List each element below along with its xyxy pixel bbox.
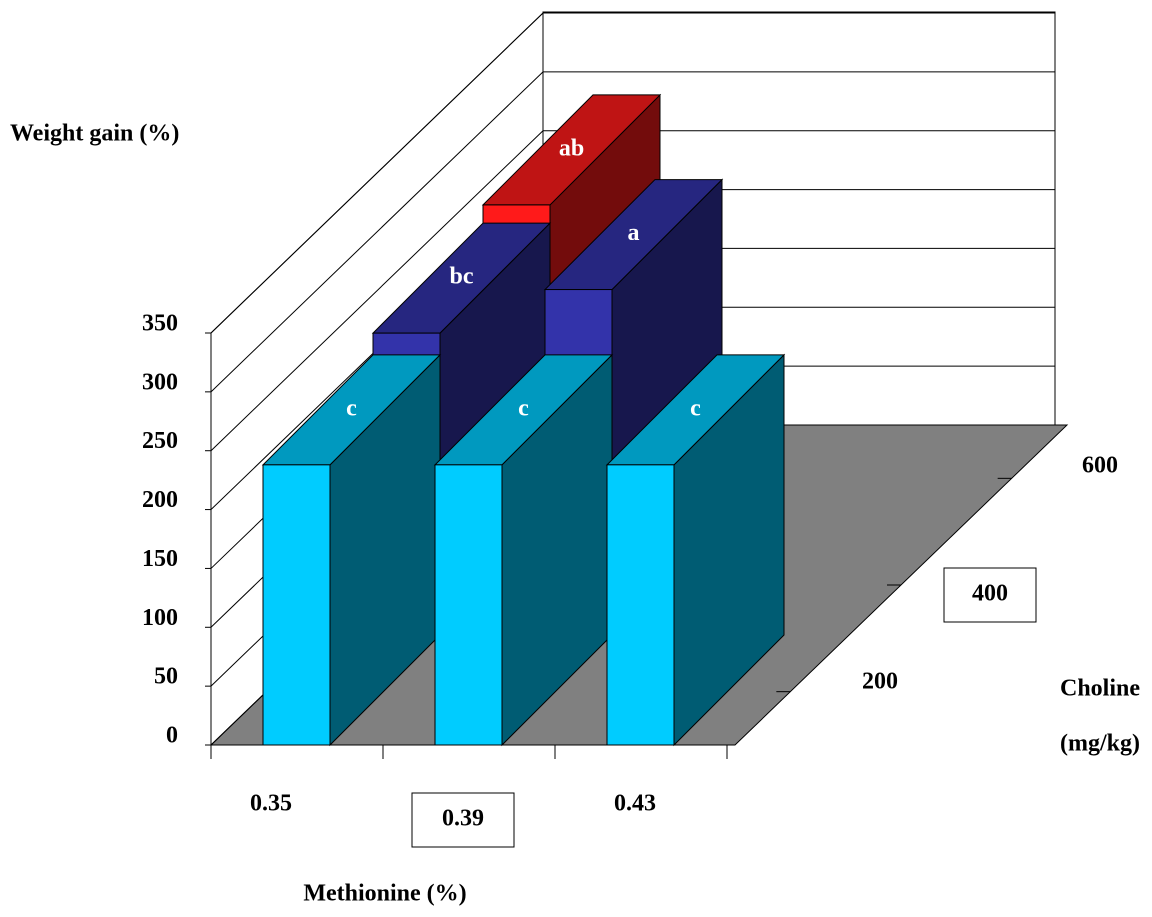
bar (433, 353, 614, 747)
legend-label: 400 (972, 581, 1008, 607)
grid-line (210, 12, 544, 334)
y-tick-label: 250 (142, 428, 178, 454)
z-axis-title: (mg/kg) (1060, 731, 1140, 757)
bar-front (262, 464, 331, 746)
bar (261, 353, 442, 747)
y-tick-label: 200 (142, 487, 178, 513)
y-tick-label: 100 (142, 605, 178, 631)
significance-letter: a (628, 220, 640, 246)
x-axis-title: Methionine (%) (303, 881, 466, 907)
y-tick-label: 0 (166, 723, 178, 749)
z-axis-title: Choline (1060, 676, 1140, 702)
label-box (411, 792, 515, 848)
grid-line (210, 130, 544, 452)
significance-letter: c (690, 395, 701, 421)
significance-letter: bc (450, 264, 474, 290)
legend-label: 600 (1082, 453, 1118, 479)
legend-label: 200 (862, 669, 898, 695)
y-tick-label: 50 (154, 664, 178, 690)
y-tick-label: 350 (142, 311, 178, 337)
bar-front (434, 464, 503, 746)
bar (605, 353, 786, 747)
significance-letter: c (518, 395, 529, 421)
x-tick-label: 0.35 (250, 791, 292, 817)
significance-letter: ab (559, 135, 584, 161)
grid-line (210, 71, 544, 393)
y-axis-title: Weight gain (%) (10, 121, 179, 147)
x-tick-label: 0.43 (614, 791, 656, 817)
label-box (943, 567, 1037, 623)
significance-letter: c (346, 395, 357, 421)
bar-front (606, 464, 675, 746)
x-tick-label: 0.39 (442, 806, 484, 832)
y-tick-label: 300 (142, 369, 178, 395)
y-tick-label: 150 (142, 546, 178, 572)
